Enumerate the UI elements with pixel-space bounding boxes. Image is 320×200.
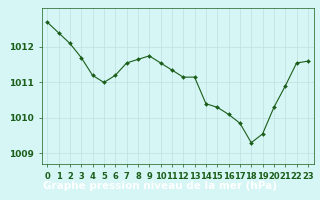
Text: Graphe pression niveau de la mer (hPa): Graphe pression niveau de la mer (hPa)	[43, 181, 277, 191]
